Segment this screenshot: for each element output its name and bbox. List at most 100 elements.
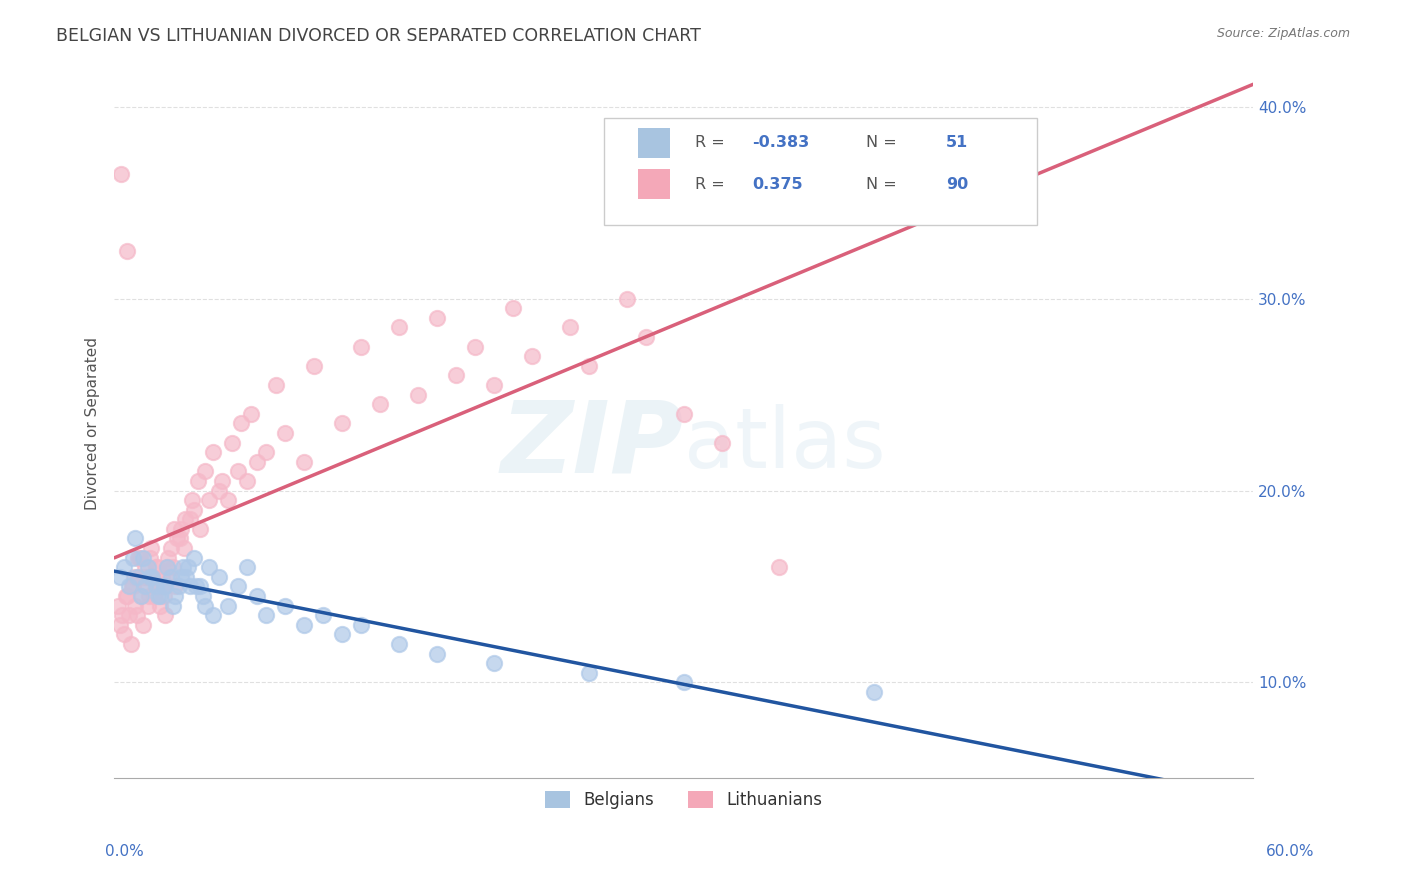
Point — [188, 522, 211, 536]
Text: ZIP: ZIP — [501, 396, 683, 493]
Legend: Belgians, Lithuanians: Belgians, Lithuanians — [538, 785, 828, 816]
Point — [149, 599, 172, 613]
Point — [131, 550, 153, 565]
Point — [350, 340, 373, 354]
FancyBboxPatch shape — [638, 169, 671, 199]
Point — [121, 579, 143, 593]
Point — [188, 579, 211, 593]
Point — [114, 589, 136, 603]
Point — [141, 541, 163, 555]
Point — [768, 560, 790, 574]
Point — [155, 579, 177, 593]
Point — [163, 522, 186, 536]
Point — [162, 599, 184, 613]
Text: 0.375: 0.375 — [752, 177, 803, 192]
Point — [193, 589, 215, 603]
Text: 51: 51 — [946, 136, 967, 150]
Point — [149, 589, 172, 603]
Point — [464, 340, 486, 354]
Point — [198, 493, 221, 508]
Text: N =: N = — [866, 177, 901, 192]
Point — [274, 599, 297, 613]
Point — [482, 378, 505, 392]
Point — [138, 560, 160, 574]
Point — [254, 445, 277, 459]
Point — [236, 474, 259, 488]
Y-axis label: Divorced or Separated: Divorced or Separated — [86, 337, 100, 510]
Point — [179, 579, 201, 593]
Point — [163, 579, 186, 593]
Point — [152, 589, 174, 603]
Point — [578, 665, 600, 680]
Point — [184, 579, 207, 593]
Point — [135, 579, 157, 593]
Point — [162, 560, 184, 574]
Point — [862, 685, 884, 699]
Point — [134, 560, 156, 574]
Point — [160, 570, 183, 584]
Point — [558, 320, 581, 334]
Point — [134, 570, 156, 584]
Text: BELGIAN VS LITHUANIAN DIVORCED OR SEPARATED CORRELATION CHART: BELGIAN VS LITHUANIAN DIVORCED OR SEPARA… — [56, 27, 702, 45]
Point — [129, 589, 152, 603]
Point — [132, 570, 155, 584]
Point — [217, 599, 239, 613]
Point — [152, 579, 174, 593]
Point — [143, 589, 166, 603]
Point — [183, 550, 205, 565]
Point — [108, 570, 131, 584]
Point — [181, 493, 204, 508]
Point — [127, 550, 149, 565]
Point — [146, 579, 169, 593]
Point — [118, 579, 141, 593]
Point — [207, 570, 229, 584]
Point — [221, 435, 243, 450]
Point — [115, 244, 138, 258]
Point — [211, 474, 233, 488]
Point — [160, 541, 183, 555]
Point — [194, 464, 217, 478]
Point — [166, 532, 188, 546]
Text: N =: N = — [866, 136, 901, 150]
Point — [187, 474, 209, 488]
Text: R =: R = — [695, 136, 730, 150]
Point — [245, 455, 267, 469]
Point — [179, 512, 201, 526]
Text: 0.0%: 0.0% — [105, 845, 145, 859]
Point — [207, 483, 229, 498]
Point — [226, 464, 249, 478]
Point — [634, 330, 657, 344]
Point — [274, 425, 297, 440]
Text: 60.0%: 60.0% — [1267, 845, 1315, 859]
Point — [141, 570, 163, 584]
Point — [173, 541, 195, 555]
Point — [226, 579, 249, 593]
Point — [578, 359, 600, 373]
Point — [138, 589, 160, 603]
FancyBboxPatch shape — [605, 119, 1036, 225]
Point — [138, 599, 160, 613]
Text: R =: R = — [695, 177, 730, 192]
Point — [312, 608, 335, 623]
Point — [406, 387, 429, 401]
Point — [292, 455, 315, 469]
Point — [124, 532, 146, 546]
Point — [236, 560, 259, 574]
Point — [139, 550, 162, 565]
Point — [194, 599, 217, 613]
Point — [122, 570, 145, 584]
Point — [169, 532, 191, 546]
Point — [125, 608, 148, 623]
Point — [163, 589, 186, 603]
Point — [110, 167, 132, 181]
Point — [117, 589, 139, 603]
Point — [177, 560, 200, 574]
Point — [125, 570, 148, 584]
Text: Source: ZipAtlas.com: Source: ZipAtlas.com — [1216, 27, 1350, 40]
Point — [169, 522, 191, 536]
Point — [108, 617, 131, 632]
Point — [350, 617, 373, 632]
Point — [145, 579, 167, 593]
Point — [157, 570, 180, 584]
Point — [710, 435, 733, 450]
